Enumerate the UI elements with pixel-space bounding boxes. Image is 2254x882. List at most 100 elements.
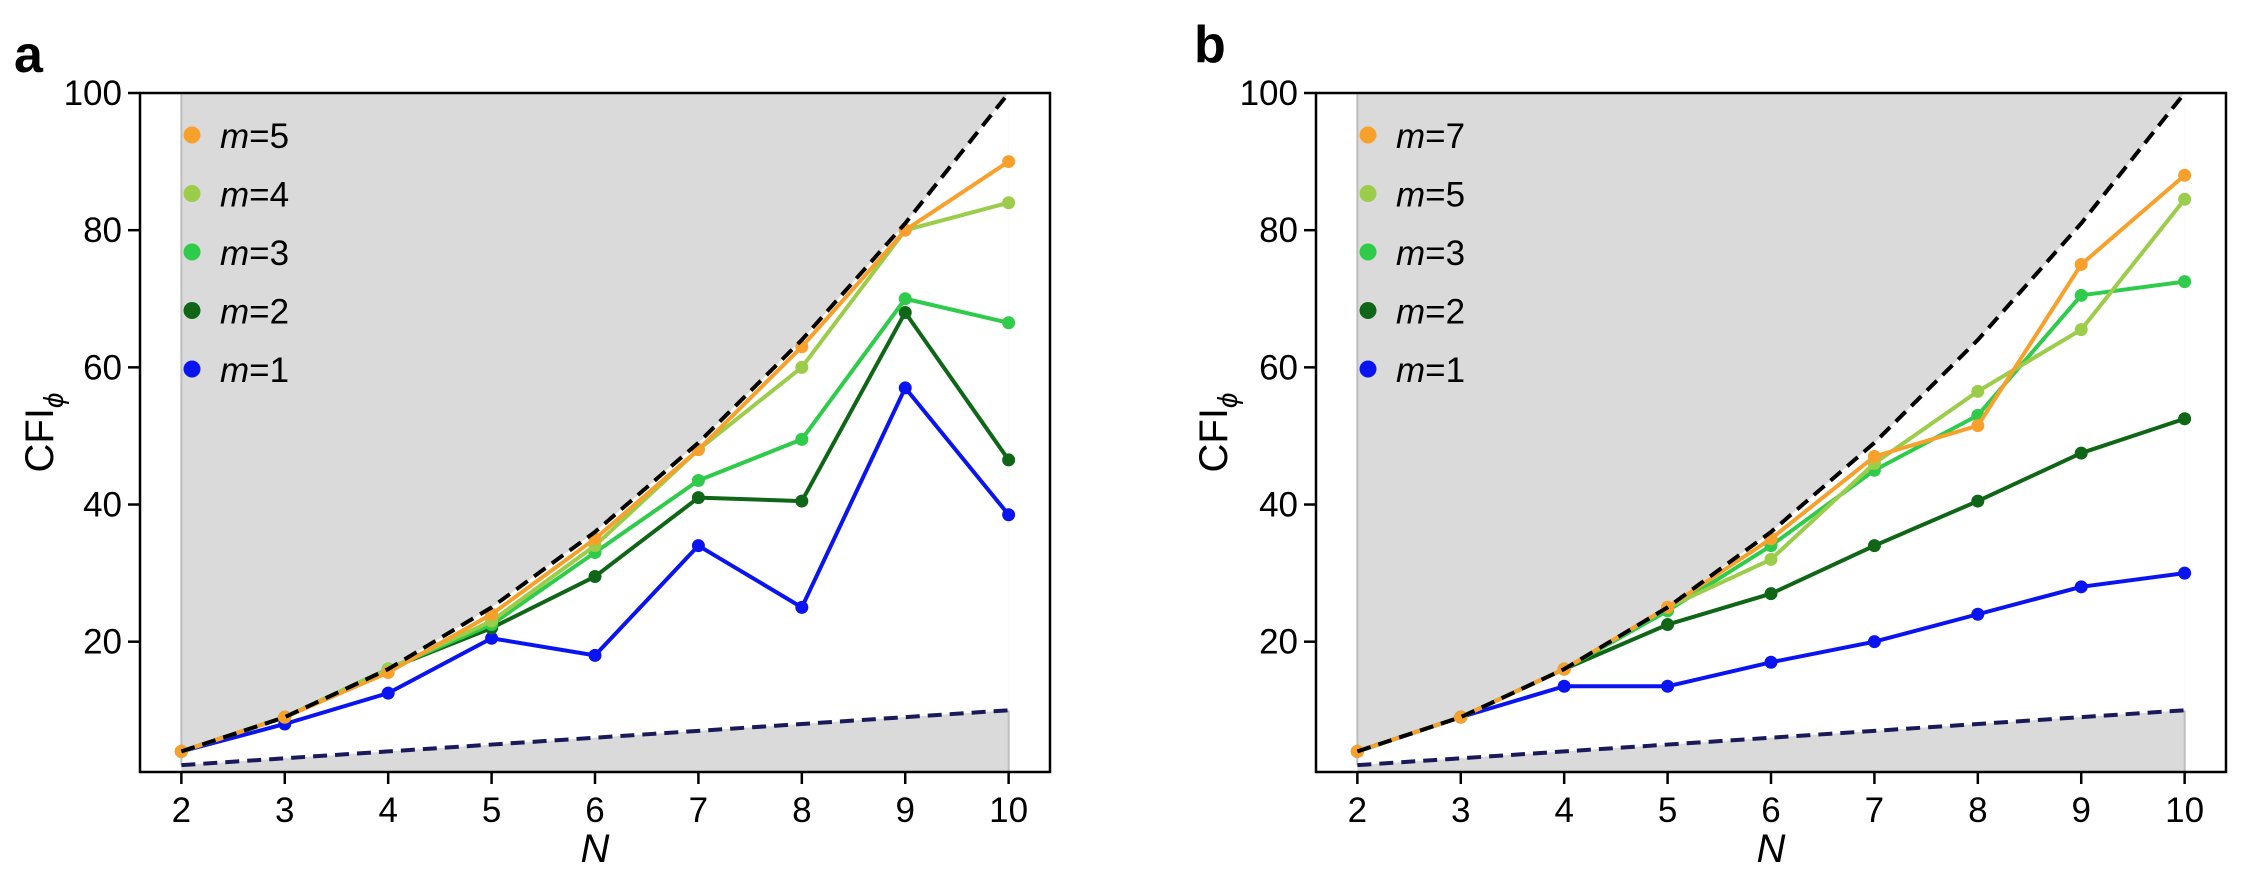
- panel-b-legend-entry-m7-label-var: m: [1396, 117, 1425, 156]
- panel-b-y-tick-label: 40: [1259, 486, 1298, 525]
- panel-b-y-tick-label: 100: [1240, 74, 1298, 113]
- panel-a-legend-entry-m5-label-value: =5: [249, 117, 289, 156]
- panel-a-x-axis-label: N: [581, 827, 610, 871]
- panel-a-legend-entry-m5: m=5: [183, 117, 289, 156]
- panel-b-unshaded-region: [1357, 93, 2185, 766]
- panel-a-series-m1-point: [1002, 508, 1016, 522]
- panel-a-unshaded-region: [181, 93, 1009, 766]
- panel-b-legend-entry-m2-marker: [1359, 302, 1377, 319]
- panel-a-series-m2-point: [1002, 453, 1016, 467]
- panel-b-legend-entry-m5-label-value: =5: [1425, 176, 1465, 215]
- panel-a-standard-quantum-limit-line: [181, 708, 1009, 768]
- panel-b-standard-quantum-limit-line: [1357, 708, 2185, 768]
- panel-a-x-tick-label: 6: [585, 791, 604, 830]
- panel-b-plot-area: [1350, 93, 2192, 772]
- panel-a-legend-entry-m2-label: m=2: [220, 293, 289, 332]
- panel-b-series-m5-point: [1764, 552, 1778, 566]
- panel-a-legend-entry-m2-label-value: =2: [249, 293, 289, 332]
- panel-b-series-m1-point: [1971, 607, 1985, 621]
- panel-a-y-axis-label-main: CFI: [18, 408, 62, 472]
- panel-b-series-m5-point: [1971, 384, 1985, 398]
- panel-b-series-m7: [1350, 168, 2192, 758]
- panel-a-series-m3-point: [795, 432, 809, 446]
- panel-b-series-m1-point: [1661, 679, 1675, 693]
- panel-b-legend-entry-m2-label-var: m: [1396, 293, 1425, 332]
- panel-b-x-axis-label: N: [1757, 827, 1786, 871]
- panel-a-series-m3-point: [691, 474, 705, 488]
- panel-b-series-m5-point: [2074, 323, 2088, 337]
- panel-b-x-tick-label: 10: [2165, 791, 2204, 830]
- panel-b-legend-entry-m5-label-var: m: [1396, 176, 1425, 215]
- panel-b-series-m2-point: [2074, 446, 2088, 460]
- panel-a-legend-entry-m1-label-var: m: [220, 351, 249, 390]
- panel-a-x-tick-label: 3: [275, 791, 294, 830]
- panel-a-y-axis-label: CFIϕ: [18, 392, 69, 472]
- panel-a-legend: m=5m=4m=3m=2m=1: [183, 117, 289, 390]
- panel-b-legend-entry-m3-label-var: m: [1396, 234, 1425, 273]
- panel-a-x-tick-label: 2: [172, 791, 191, 830]
- panel-a-legend-entry-m5-label-var: m: [220, 117, 249, 156]
- panel-b-y-axis-label-sub: ϕ: [1212, 392, 1243, 408]
- panel-a-x-tick-label: 4: [378, 791, 397, 830]
- panel-b-series-m1-point: [1764, 655, 1778, 669]
- panel-a-series-m2-point: [795, 494, 809, 508]
- panel-a-x-tick-label: 9: [895, 791, 914, 830]
- panel-a-legend-entry-m3-label: m=3: [220, 234, 289, 273]
- panel-b-series-m7-point: [1971, 419, 1985, 433]
- panel-b-heisenberg-limit-line: [1356, 93, 2187, 754]
- panel-b-y-tick-label: 80: [1259, 211, 1298, 250]
- panel-b: 2 3 4 5 6 7 8 9 1020406080100NCFIϕbm=7m=5m=3m=2m…: [1192, 16, 2228, 871]
- panel-b-legend-entry-m7: m=7: [1359, 117, 1465, 156]
- panel-b-x-tick-label: 2: [1348, 791, 1367, 830]
- panel-b-legend-entry-m3: m=3: [1359, 234, 1465, 273]
- panel-a-x-tick-label: 8: [792, 791, 811, 830]
- panel-a-series-m4-point: [795, 360, 809, 374]
- panel-a-legend-entry-m1-marker: [183, 360, 201, 378]
- panel-a-legend-entry-m4-label: m=4: [220, 176, 289, 215]
- panel-a-series-m1: [174, 381, 1016, 758]
- panel-b-x-tick-label: 7: [1865, 791, 1884, 830]
- panel-b-legend-entry-m1-label-value: =1: [1425, 351, 1465, 390]
- panel-b-x-tick-label: 3: [1451, 791, 1470, 830]
- panel-b-x-tick-label: 5: [1658, 791, 1677, 830]
- panel-b-legend-entry-m3-label: m=3: [1396, 234, 1465, 273]
- panel-b-series-m2-point: [1661, 618, 1675, 632]
- panel-a-series-m1-point: [795, 600, 809, 614]
- panel-a-series-m5-point: [1002, 155, 1016, 169]
- panel-b-legend-entry-m7-label: m=7: [1396, 117, 1465, 156]
- panel-a-x-tick-label: 5: [482, 791, 501, 830]
- panel-a-x-tick-label: 10: [989, 791, 1028, 830]
- panel-a-legend-entry-m3: m=3: [183, 234, 289, 273]
- panel-b-legend-entry-m3-marker: [1359, 243, 1377, 261]
- panel-a-y-tick-label: 100: [64, 74, 122, 113]
- panel-b-legend: m=7m=5m=3m=2m=1: [1359, 117, 1465, 390]
- panel-b-legend-entry-m1: m=1: [1359, 351, 1465, 390]
- panel-a-y-tick-label: 80: [83, 211, 122, 250]
- panel-b-y-tick-label: 20: [1259, 623, 1298, 662]
- panel-a-legend-entry-m3-label-value: =3: [249, 234, 289, 273]
- panel-a-y-axis-label-sub: ϕ: [38, 392, 69, 408]
- panel-a-series-m4-point: [1002, 196, 1016, 210]
- panel-b-x-tick-label: 4: [1554, 791, 1573, 830]
- panel-b-y-axis-label-main: CFI: [1192, 408, 1236, 472]
- panel-a-legend-entry-m4: m=4: [183, 176, 289, 215]
- panel-a-legend-entry-m4-marker: [183, 185, 201, 202]
- panel-b-legend-entry-m5-label: m=5: [1396, 176, 1465, 215]
- panel-a-y-tick-label: 60: [83, 348, 122, 387]
- panel-b-legend-entry-m1-label-var: m: [1396, 351, 1425, 390]
- panel-b-series-m3-point: [2074, 288, 2088, 302]
- panel-a-series-m1-point: [588, 648, 602, 662]
- panel-a-series-m2-point: [691, 491, 705, 505]
- panel-a-legend-entry-m3-label-var: m: [220, 234, 249, 273]
- panel-a-legend-entry-m1-label: m=1: [220, 351, 289, 390]
- panel-a-legend-entry-m5-marker: [183, 126, 201, 144]
- panel-a-legend-entry-m1-label-value: =1: [249, 351, 289, 390]
- panel-b-legend-entry-m2-label-value: =2: [1425, 293, 1465, 332]
- panel-b-x-tick-label: 8: [1968, 791, 1987, 830]
- panel-a-heisenberg-limit-line: [180, 93, 1011, 754]
- panel-b-x-tick-label: 9: [2071, 791, 2090, 830]
- panel-a-series-m1-point: [381, 686, 395, 700]
- panel-a-series-m1-point: [485, 631, 499, 645]
- panel-b-legend-entry-m3-label-value: =3: [1425, 234, 1465, 273]
